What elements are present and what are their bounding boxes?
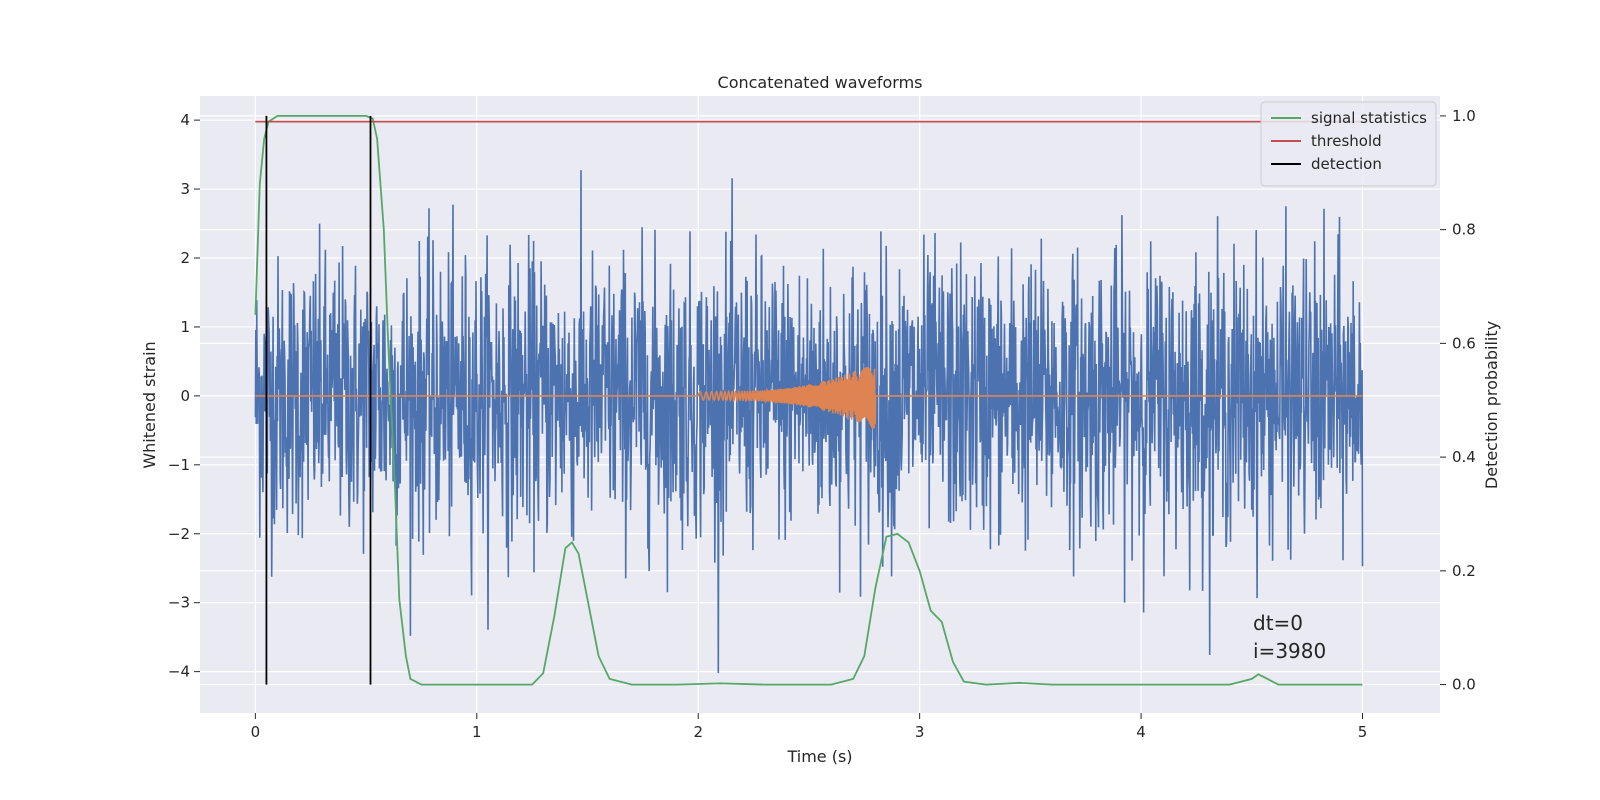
y-tick-label-right: 0.2	[1452, 562, 1476, 580]
legend: signal statistics threshold detection	[1260, 101, 1437, 187]
y-tick-label-left: −4	[168, 663, 190, 681]
y-tick-label-left: 2	[180, 249, 190, 267]
y-tick-label-left: 4	[180, 111, 190, 129]
annotation-dt: dt=0	[1253, 611, 1303, 635]
y-tick-label-left: −3	[168, 594, 190, 612]
legend-box	[1260, 101, 1437, 187]
x-tick-label: 4	[1136, 723, 1146, 741]
x-tick-label: 3	[915, 723, 925, 741]
chart-title: Concatenated waveforms	[718, 73, 923, 92]
x-tick-label: 5	[1358, 723, 1368, 741]
injected-signal-series	[255, 366, 1363, 430]
annotation-index: i=3980	[1253, 639, 1326, 663]
y-tick-label-left: 1	[180, 318, 190, 336]
y-tick-label-right: 1.0	[1452, 107, 1476, 125]
y-tick-label-right: 0.0	[1452, 676, 1476, 694]
y-tick-label-right: 0.4	[1452, 448, 1476, 466]
x-tick-label: 1	[472, 723, 482, 741]
x-tick-label: 2	[693, 723, 703, 741]
ticks: 0 1 2 3 4 5 4 3 2 1 0 −1 −2 −3 −4 1.0 0.8 0.6 0.4 0.2 0.0	[168, 107, 1476, 741]
y-tick-label-right: 0.6	[1452, 334, 1476, 352]
y-tick-label-left: 0	[180, 387, 190, 405]
y-axis-label-right: Detection probability	[1482, 321, 1501, 489]
legend-label: threshold	[1311, 132, 1382, 150]
y-tick-label-left: −1	[168, 456, 190, 474]
y-tick-label-left: −2	[168, 525, 190, 543]
series-layer	[254, 115, 1364, 686]
legend-label: signal statistics	[1311, 109, 1427, 127]
signal-statistics-series	[254, 115, 1363, 686]
y-tick-label-left: 3	[180, 180, 190, 198]
y-tick-label-right: 0.8	[1452, 221, 1476, 239]
legend-label: detection	[1311, 155, 1382, 173]
y-axis-label-left: Whitened strain	[140, 341, 159, 468]
x-tick-label: 0	[251, 723, 261, 741]
x-axis-label: Time (s)	[786, 747, 852, 766]
strain-noise-series	[254, 170, 1364, 674]
